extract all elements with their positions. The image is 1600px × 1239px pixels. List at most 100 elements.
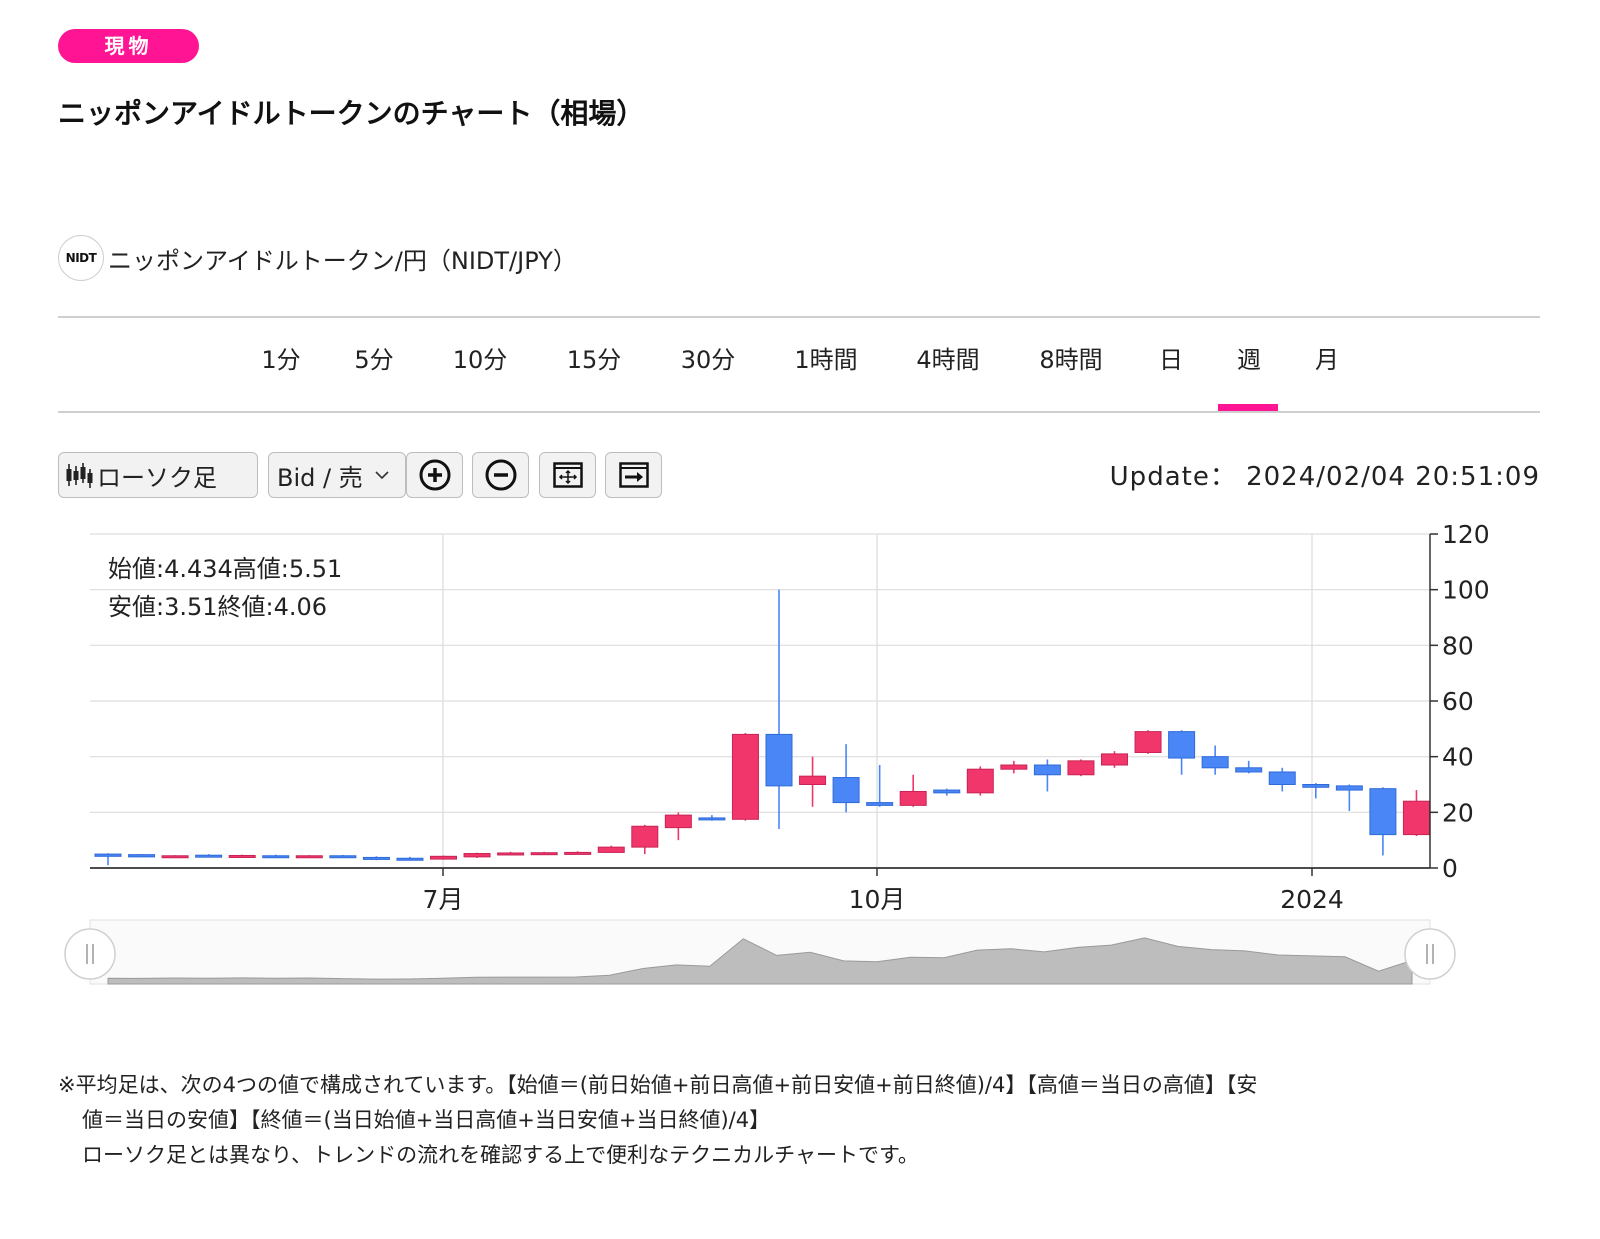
x-axis: 7月 10月 2024 — [90, 867, 1430, 914]
candle[interactable] — [832, 744, 860, 813]
range-navigator[interactable] — [64, 919, 1456, 985]
handle-knob — [1404, 928, 1456, 980]
candle-body — [295, 855, 323, 859]
candle[interactable] — [1268, 767, 1296, 792]
candle[interactable] — [262, 854, 290, 859]
candle[interactable] — [295, 855, 323, 859]
tab-4hour[interactable]: 4時間 — [916, 346, 980, 374]
candle-body — [195, 854, 223, 858]
tab-1hour[interactable]: 1時間 — [794, 346, 858, 374]
candle[interactable] — [698, 815, 726, 821]
tab-week[interactable]: 週 — [1237, 346, 1261, 374]
chart-type-select[interactable]: ローソク足 — [58, 452, 258, 498]
candle[interactable] — [1235, 760, 1263, 774]
navigator-right-handle[interactable] — [1404, 928, 1456, 980]
candle[interactable] — [1101, 751, 1128, 768]
x-tick-label: 7月 — [423, 885, 464, 914]
candle-body — [128, 854, 156, 858]
candle[interactable] — [799, 756, 827, 807]
tab-8hour[interactable]: 8時間 — [1039, 346, 1103, 374]
candle[interactable] — [765, 589, 793, 830]
x-tick-label: 10月 — [849, 885, 906, 914]
chevron-down-icon — [375, 471, 389, 480]
candle-body — [1201, 756, 1229, 769]
tab-5min[interactable]: 5分 — [354, 346, 394, 374]
candle[interactable] — [1369, 787, 1397, 856]
candle[interactable] — [430, 855, 457, 860]
candle-body — [94, 853, 122, 857]
candle[interactable] — [396, 856, 424, 861]
tab-15min[interactable]: 15分 — [566, 346, 622, 374]
candle[interactable] — [1302, 783, 1330, 799]
candle[interactable] — [1402, 790, 1430, 836]
candle[interactable] — [597, 845, 625, 853]
candle[interactable] — [631, 824, 659, 855]
candle-body — [497, 852, 525, 856]
tab-10min[interactable]: 10分 — [452, 346, 508, 374]
footnote: ※平均足は、次の4つの値で構成されています。【始値＝(前日始値+前日高値+前日安… — [58, 1068, 1540, 1173]
candle[interactable] — [899, 774, 927, 807]
zoom-in-button[interactable] — [406, 452, 463, 498]
candle[interactable] — [966, 766, 994, 796]
candle[interactable] — [362, 856, 390, 861]
update-label: Update： — [1109, 462, 1237, 492]
candle[interactable] — [1335, 784, 1363, 811]
candle[interactable] — [228, 854, 256, 858]
pair-header: NIDT ニッポンアイドルトークン/円（NIDT/JPY） — [58, 233, 577, 283]
candle[interactable] — [497, 851, 525, 856]
candle[interactable] — [128, 854, 156, 858]
candle-body — [463, 853, 491, 858]
candle-body — [1369, 788, 1397, 836]
candle[interactable] — [866, 765, 894, 807]
candle[interactable] — [1033, 759, 1061, 792]
candle[interactable] — [1067, 759, 1095, 777]
candle[interactable] — [1201, 745, 1229, 775]
candle-body — [1067, 760, 1095, 776]
update-value: 2024/02/04 20:51:09 — [1246, 462, 1540, 492]
candle-body — [866, 802, 894, 806]
candle-body — [1134, 731, 1162, 753]
active-tab-indicator — [1218, 404, 1278, 411]
tab-day[interactable]: 日 — [1159, 346, 1183, 374]
y-tick-label: 0 — [1442, 854, 1458, 883]
candle[interactable] — [564, 851, 592, 855]
interval-tabs: 1分 5分 10分 15分 30分 1時間 4時間 8時間 日 週 月 — [0, 340, 1600, 400]
fit-chart-button[interactable] — [539, 452, 596, 498]
candle[interactable] — [933, 788, 961, 796]
pair-name: ニッポンアイドルトークン/円（NIDT/JPY） — [108, 246, 577, 275]
nidt-logo-icon: NIDT — [58, 235, 104, 281]
footnote-line-3: ローソク足とは異なり、トレンドの流れを確認する上で便利なテクニカルチャートです。 — [82, 1143, 919, 1167]
candle-body — [933, 789, 961, 794]
scroll-to-latest-button[interactable] — [605, 452, 662, 498]
candle-body — [362, 856, 390, 860]
handle-knob — [64, 928, 116, 980]
zoom-in-icon — [419, 459, 450, 491]
zoom-out-button[interactable] — [472, 452, 529, 498]
y-tick-label: 40 — [1442, 743, 1474, 772]
y-tick-label: 100 — [1442, 576, 1490, 605]
candle[interactable] — [530, 851, 558, 856]
price-type-select[interactable]: Bid / 売 — [268, 452, 406, 498]
candle[interactable] — [329, 854, 357, 859]
candle[interactable] — [161, 855, 189, 859]
candle-body — [698, 817, 726, 821]
candle-body — [1302, 784, 1330, 788]
page-title: ニッポンアイドルトークンのチャート（相場） — [58, 97, 645, 130]
candle[interactable] — [1134, 730, 1162, 754]
candle-body — [832, 777, 860, 804]
update-timestamp: Update： 2024/02/04 20:51:09 — [1110, 456, 1540, 493]
candlestick-chart[interactable]: 0 20 40 60 80 100 120 7月 10月 2024 — [0, 520, 1600, 990]
y-tick-label: 80 — [1442, 631, 1474, 660]
navigator-left-handle[interactable] — [64, 928, 116, 980]
tab-1min[interactable]: 1分 — [261, 346, 301, 374]
candle[interactable] — [1168, 730, 1196, 775]
candle[interactable] — [94, 853, 122, 866]
candle[interactable] — [664, 812, 692, 841]
tab-30min[interactable]: 30分 — [680, 346, 736, 374]
candle[interactable] — [195, 854, 223, 858]
tab-month[interactable]: 月 — [1315, 346, 1339, 374]
candle[interactable] — [731, 733, 759, 821]
candle[interactable] — [1000, 760, 1028, 774]
candle[interactable] — [463, 852, 491, 858]
candle-body — [430, 855, 457, 860]
